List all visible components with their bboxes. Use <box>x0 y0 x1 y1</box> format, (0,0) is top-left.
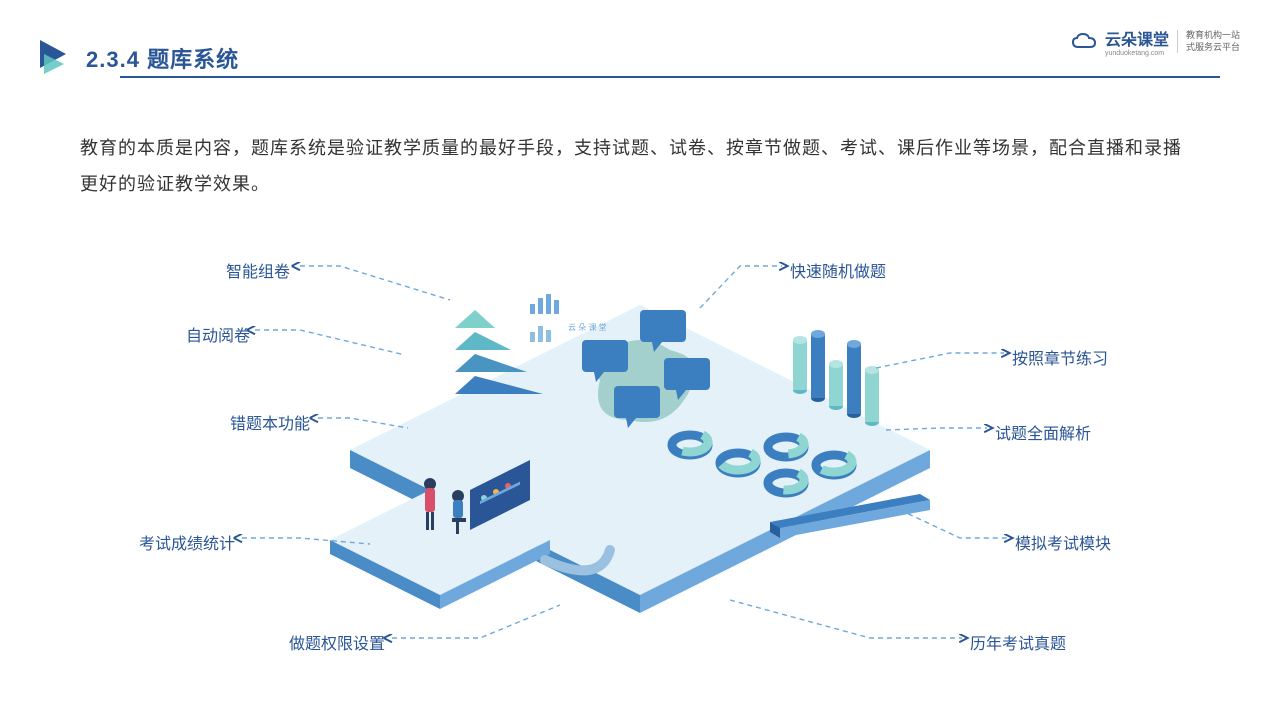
callout-right-0: 快速随机做题 <box>790 258 886 282</box>
callout-right-1: 按照章节练习 <box>1012 345 1108 369</box>
svg-text:云 朵 课 堂: 云 朵 课 堂 <box>568 322 607 332</box>
callout-right-4: 历年考试真题 <box>970 630 1066 654</box>
callout-left-1: 自动阅卷 <box>80 322 250 346</box>
brand-name: 云朵课堂 <box>1105 32 1169 49</box>
callout-left-0: 智能组卷 <box>120 258 290 282</box>
section-title: 2.3.4 题库系统 <box>86 42 239 74</box>
callout-left-2: 错题本功能 <box>140 410 310 434</box>
description-text: 教育的本质是内容，题库系统是验证教学质量的最好手段，支持试题、试卷、按章节做题、… <box>80 130 1200 202</box>
callout-right-3: 模拟考试模块 <box>1015 530 1111 554</box>
slide-header: 2.3.4 题库系统 <box>40 40 239 76</box>
brand-tagline: 教育机构一站式服务云平台 <box>1177 30 1240 53</box>
callout-right-2: 试题全面解析 <box>995 420 1091 444</box>
callout-left-3: 考试成绩统计 <box>60 530 235 554</box>
brand-domain: yunduoketang.com <box>1105 50 1169 57</box>
brand-logo: 云朵课堂 yunduoketang.com 教育机构一站式服务云平台 <box>1071 26 1240 57</box>
callout-left-4: 做题权限设置 <box>210 630 385 654</box>
play-triangle-icon <box>40 40 70 76</box>
isometric-illustration: 云 朵 课 堂 <box>0 230 1280 690</box>
cloud-icon <box>1071 32 1097 52</box>
feature-diagram: 云 朵 课 堂 <box>0 230 1280 690</box>
title-underline <box>120 76 1220 78</box>
